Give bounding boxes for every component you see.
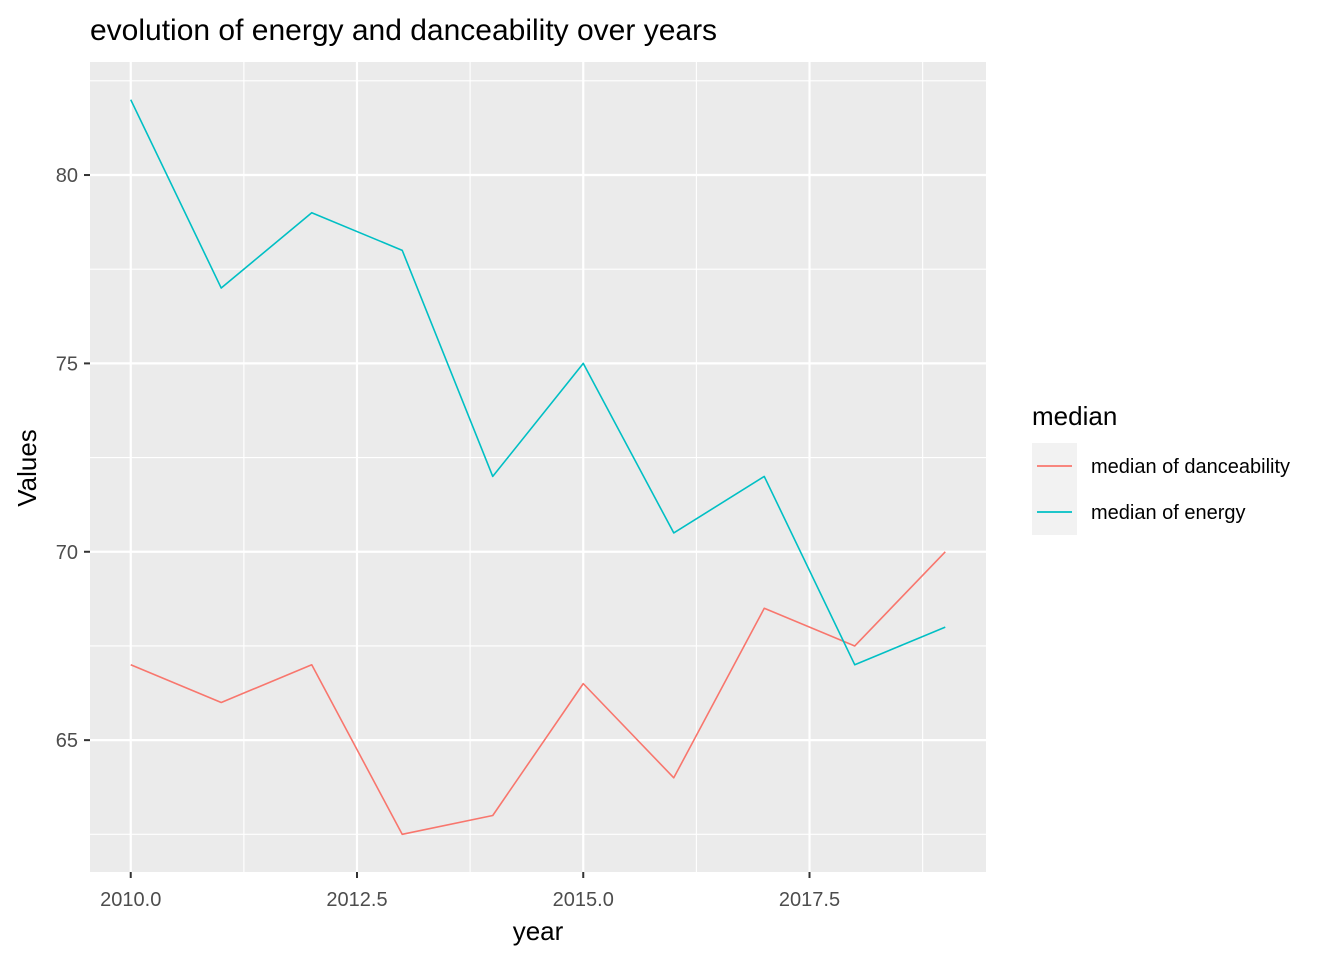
y-tick-label: 65 [56,730,78,752]
minor-gridlines [90,62,986,872]
legend-label: median of energy [1091,502,1246,524]
y-tick-label: 80 [56,165,78,187]
x-tick-label: 2012.5 [326,889,387,911]
chart-title: evolution of energy and danceability ove… [90,14,717,47]
major-gridlines [90,62,986,872]
series-line-danceability [130,551,946,836]
x-tick-label: 2017.5 [779,889,840,911]
y-axis-title: Values [12,429,42,507]
legend: median median of danceability median of e… [1032,401,1290,535]
plot-panel [90,62,986,872]
x-tick-label: 2010.0 [100,889,161,911]
x-tick-label: 2015.0 [553,889,614,911]
x-axis-title: year [513,916,564,946]
legend-title: median [1032,401,1117,431]
legend-label: median of danceability [1091,456,1290,478]
y-tick-label: 70 [56,542,78,564]
x-axis-ticks: 2010.0 2012.5 2015.0 2017.5 [100,872,840,911]
y-tick-label: 75 [56,353,78,375]
series-line-energy [130,99,946,666]
y-axis-ticks: 65 70 75 80 [56,165,90,752]
series-lines [130,99,946,836]
